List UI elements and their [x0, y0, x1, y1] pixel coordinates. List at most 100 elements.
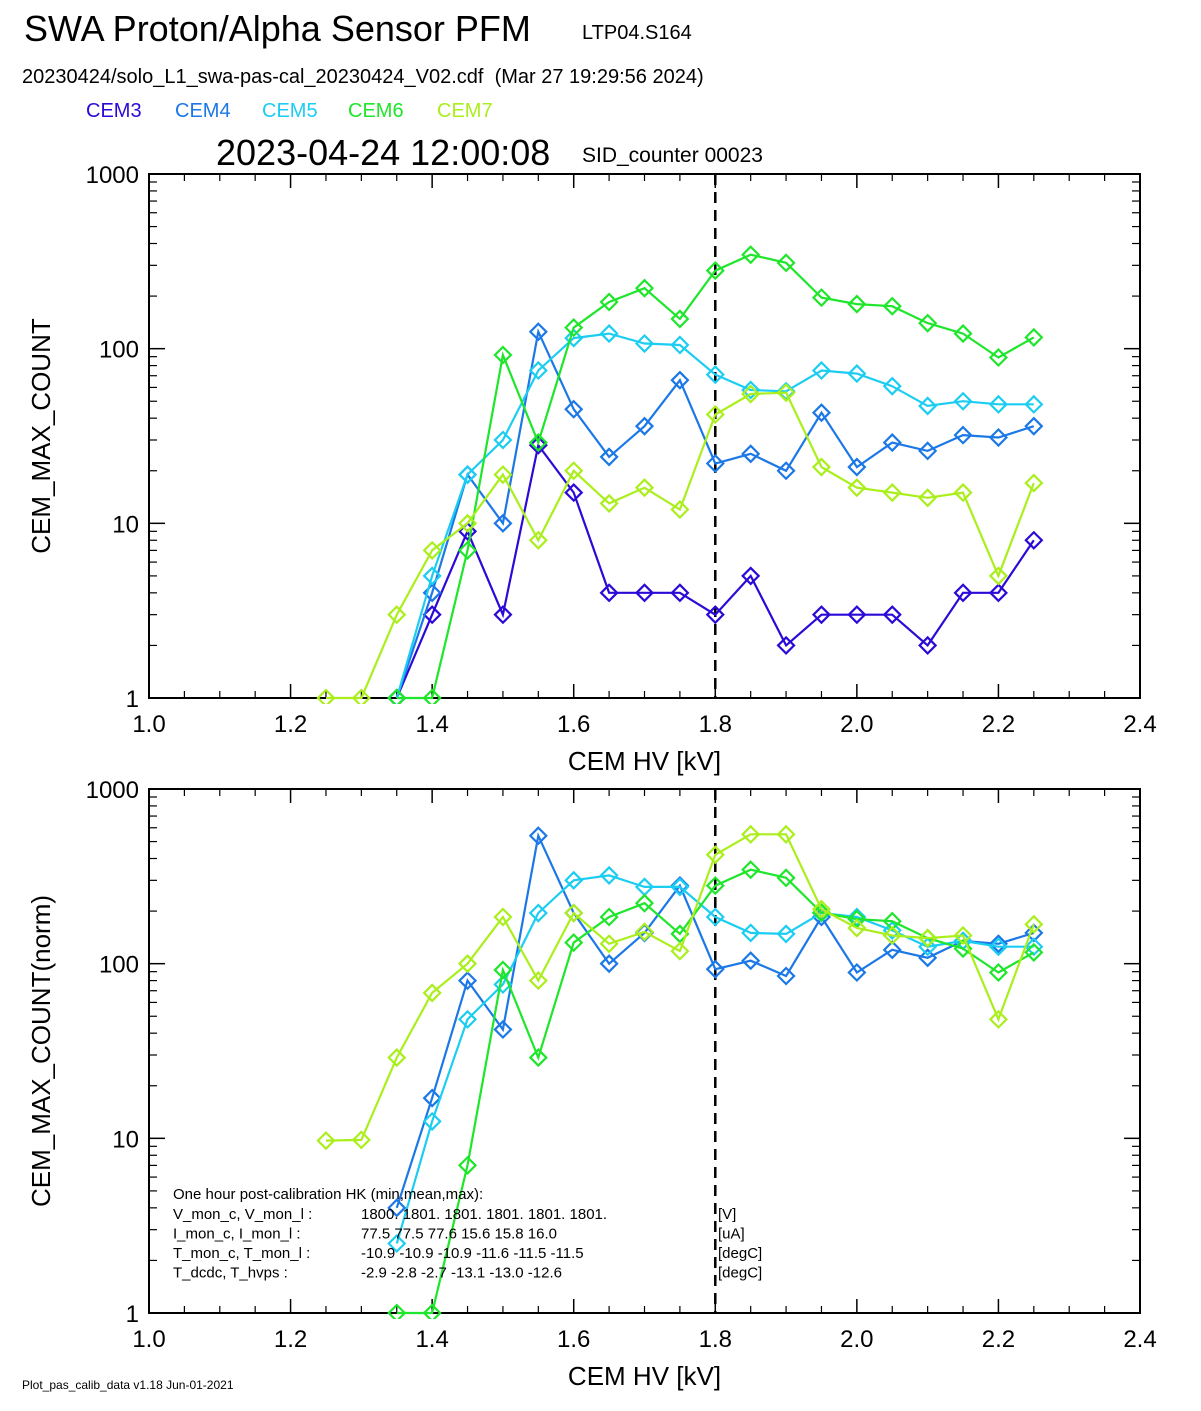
series-line-cem4: [395, 832, 1035, 1209]
series-line-cem4: [395, 328, 1035, 699]
data-point-cem5: [422, 1111, 442, 1131]
data-point-cem3: [776, 635, 796, 655]
series-line-cem7: [325, 833, 1035, 1142]
sid-counter: SID_counter 00023: [582, 144, 763, 167]
hk-row-values: -2.9 -2.8 -2.7 -13.1 -13.0 -12.6: [361, 1265, 562, 1282]
data-point-cem4: [953, 425, 973, 445]
data-point-cem7: [599, 934, 619, 954]
data-point-cem4: [493, 513, 513, 533]
data-point-cem7: [457, 954, 478, 974]
x-tick-label: 1.4: [415, 711, 448, 738]
data-point-cem4: [422, 583, 442, 603]
data-point-cem6: [634, 893, 655, 913]
data-point-cem5: [564, 870, 584, 890]
x-tick-label: 2.2: [982, 1326, 1015, 1353]
legend-cem5: CEM5: [262, 100, 318, 122]
hk-row-label: I_mon_c, I_mon_l :: [173, 1226, 301, 1243]
data-point-cem6: [634, 278, 655, 298]
y-tick-label: 1: [126, 1301, 139, 1328]
data-point-cem4: [1024, 923, 1044, 943]
data-point-cem4: [599, 447, 619, 467]
data-layer: [316, 824, 1044, 1319]
hk-row-label: T_dcdc, T_hvps :: [173, 1265, 288, 1282]
data-point-cem7: [847, 478, 867, 498]
hk-heading: One hour post-calibration HK (min,mean,m…: [173, 1186, 483, 1203]
data-point-cem7: [351, 1130, 371, 1150]
data-point-cem6: [918, 313, 938, 333]
data-point-cem6: [705, 261, 725, 281]
data-point-cem6: [705, 876, 725, 896]
data-point-cem6: [741, 245, 761, 265]
data-point-cem7: [811, 899, 832, 919]
data-point-cem5: [918, 937, 938, 957]
data-point-cem5: [457, 465, 478, 485]
data-point-cem4: [882, 433, 902, 453]
data-point-cem7: [422, 983, 442, 1003]
data-point-cem7: [953, 483, 973, 503]
data-point-cem6: [882, 911, 902, 931]
data-point-cem6: [493, 960, 513, 980]
data-point-cem7: [564, 461, 584, 481]
data-point-cem4: [387, 1198, 407, 1218]
data-point-cem5: [564, 328, 584, 348]
data-point-cem7: [741, 824, 761, 844]
hk-row-label: V_mon_c, V_mon_l :: [173, 1206, 312, 1223]
data-point-cem6: [422, 688, 442, 704]
data-point-cem7: [528, 530, 548, 550]
data-point-cem4: [528, 322, 548, 342]
data-point-cem7: [316, 1131, 336, 1151]
x-tick-label: 1.8: [699, 1326, 732, 1353]
data-point-cem6: [882, 296, 902, 316]
data-point-cem7: [918, 928, 938, 948]
data-point-cem5: [741, 923, 761, 943]
data-point-cem6: [564, 933, 584, 953]
data-point-cem7: [705, 845, 725, 865]
data-point-cem5: [882, 376, 902, 396]
y-tick-label: 10: [112, 1126, 139, 1153]
hk-row-label: T_mon_c, T_mon_l :: [173, 1245, 310, 1262]
hk-row-unit: [V]: [718, 1206, 736, 1223]
data-point-cem3: [988, 583, 1008, 603]
x-tick-label: 1.2: [274, 711, 307, 738]
data-point-cem7: [918, 488, 938, 508]
data-point-cem7: [776, 824, 796, 844]
hk-row-unit: [uA]: [718, 1226, 745, 1243]
y-tick-label: 1000: [86, 162, 139, 189]
legend-cem7: CEM7: [437, 100, 493, 122]
data-point-cem6: [1024, 942, 1044, 962]
data-point-cem6: [953, 324, 973, 344]
timestamp: 2023-04-24 12:00:08: [216, 132, 551, 173]
data-point-cem5: [811, 360, 832, 381]
page-subtitle: LTP04.S164: [582, 22, 692, 44]
data-point-cem6: [811, 288, 832, 308]
x-tick-label: 2.0: [840, 1326, 873, 1353]
data-point-cem5: [422, 566, 442, 586]
data-point-cem7: [599, 493, 619, 513]
data-point-cem4: [705, 959, 725, 979]
data-point-cem4: [599, 954, 619, 974]
data-point-cem6: [422, 1303, 442, 1319]
data-point-cem6: [847, 294, 867, 314]
data-point-cem6: [493, 345, 513, 365]
x-tick-label: 1.2: [274, 1326, 307, 1353]
data-point-cem4: [670, 370, 690, 390]
data-point-cem7: [387, 605, 407, 625]
data-point-cem4: [528, 826, 548, 846]
data-point-cem3: [670, 583, 690, 603]
data-point-cem7: [493, 907, 513, 927]
footer-version: Plot_pas_calib_data v1.18 Jun-01-2021: [22, 1378, 234, 1392]
data-point-cem5: [741, 380, 761, 400]
data-point-cem7: [634, 922, 655, 942]
data-point-cem5: [847, 364, 867, 384]
data-point-cem5: [882, 920, 902, 940]
data-point-cem6: [988, 347, 1008, 368]
data-point-cem7: [1024, 914, 1044, 934]
data-point-cem4: [422, 1088, 442, 1108]
data-point-cem5: [953, 391, 973, 411]
data-point-cem7: [387, 1048, 407, 1068]
data-point-cem5: [528, 360, 548, 381]
x-tick-label: 1.6: [557, 711, 590, 738]
data-point-cem4: [988, 427, 1008, 448]
data-point-cem5: [528, 903, 548, 923]
y-axis-label: CEM_MAX_COUNT(norm): [26, 895, 56, 1207]
